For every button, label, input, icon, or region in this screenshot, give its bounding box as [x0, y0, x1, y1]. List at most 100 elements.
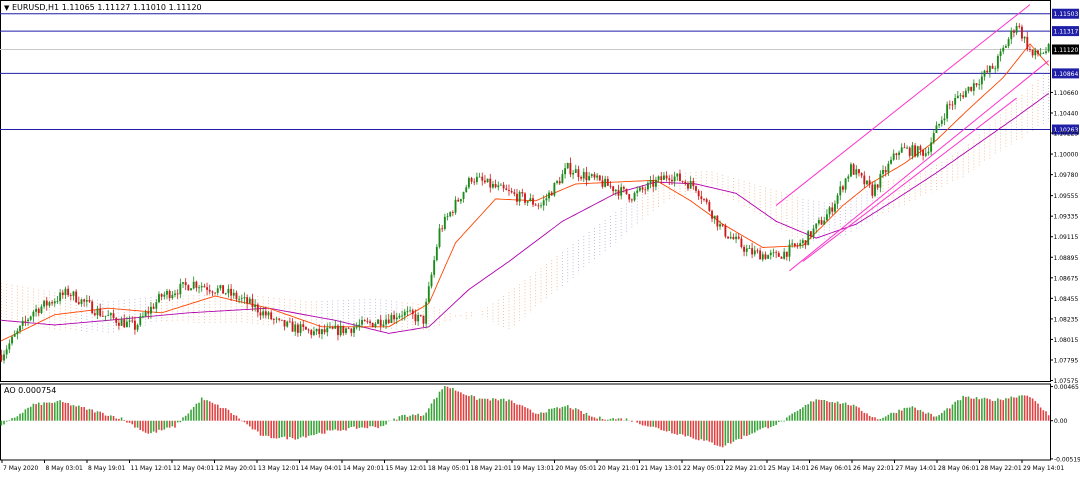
x-tick-label: 7 May 2020: [3, 465, 38, 472]
collapse-arrow-icon[interactable]: ▼: [4, 4, 10, 12]
candle-body: [505, 188, 508, 191]
candle-body: [72, 291, 75, 296]
candle-body: [131, 320, 134, 322]
x-tick-label: 25 May 14:01: [768, 465, 809, 472]
candle-body: [1047, 44, 1050, 52]
candle-body: [815, 223, 818, 229]
x-tick-label: 28 May 22:01: [981, 465, 1022, 472]
candle-body: [342, 325, 345, 334]
x-tick-label: 18 May 05:01: [428, 465, 469, 472]
y-tick-label: 1.09780: [1054, 172, 1079, 179]
candle-body: [80, 299, 83, 304]
candle-body: [767, 255, 770, 259]
candle-body: [393, 314, 396, 320]
candle-body: [120, 319, 123, 326]
candle-body: [419, 314, 422, 316]
candle-body: [40, 306, 43, 314]
candle-body: [943, 118, 946, 121]
candle-body: [534, 204, 537, 206]
candle-body: [449, 212, 452, 217]
candle-body: [812, 228, 815, 237]
candle-body: [323, 329, 326, 333]
y-tick-label: 1.07575: [1054, 378, 1079, 385]
trend-channel-line[interactable]: [789, 60, 1049, 272]
candle-body: [948, 104, 951, 106]
trend-channel-line[interactable]: [775, 4, 1031, 206]
candle-body: [823, 220, 826, 225]
candle-body: [673, 176, 676, 182]
candle-body: [483, 180, 486, 183]
candle-body: [187, 285, 190, 291]
candle-body: [16, 330, 19, 335]
candle-body: [248, 298, 251, 304]
trend-channel-line[interactable]: [802, 97, 1017, 262]
x-tick-label: 19 May 13:01: [513, 465, 554, 472]
candle-body: [582, 172, 585, 179]
candle-body: [272, 319, 275, 320]
candle-body: [745, 248, 748, 252]
candle-body: [962, 95, 965, 98]
x-tick-label: 12 May 20:01: [216, 465, 257, 472]
candle-body: [513, 192, 516, 194]
ma-slow-line[interactable]: [1, 93, 1049, 334]
candle-body: [689, 180, 692, 189]
candle-body: [403, 311, 406, 316]
candle-body: [1002, 47, 1005, 52]
candle-body: [222, 285, 225, 294]
x-tick-label: 12 May 04:01: [173, 465, 214, 472]
candle-body: [312, 331, 315, 335]
candle-body: [574, 169, 577, 173]
candle-body: [922, 150, 925, 156]
candle-body: [649, 180, 652, 183]
candle-body: [601, 180, 604, 187]
candle-body: [940, 120, 943, 124]
candle-body: [302, 324, 305, 327]
candle-body: [77, 302, 80, 304]
candle-body: [700, 196, 703, 200]
candle-body: [465, 187, 468, 193]
candle-body: [687, 183, 689, 189]
candle-body: [831, 207, 834, 212]
candle-body: [296, 324, 299, 333]
candle-body: [510, 190, 513, 193]
candle-body: [85, 300, 88, 302]
candle-body: [671, 179, 673, 182]
candle-body: [5, 349, 8, 355]
y-tick-label: 1.10263: [1054, 127, 1079, 134]
x-tick-label: 8 May 19:01: [88, 465, 126, 472]
candle-body: [497, 185, 500, 188]
candle-body: [69, 295, 72, 296]
candle-body: [443, 216, 446, 229]
candle-body: [142, 316, 144, 318]
candle-body: [152, 306, 155, 309]
candle-body: [657, 176, 660, 180]
candle-body: [980, 76, 983, 85]
candle-body: [350, 328, 353, 333]
candle-body: [935, 125, 938, 134]
candle-body: [270, 312, 273, 320]
ao-pane-frame: [0, 383, 1051, 461]
candle-body: [502, 184, 505, 189]
candle-body: [1004, 46, 1007, 48]
candle-body: [254, 304, 257, 308]
candle-body: [518, 192, 521, 202]
candle-body: [550, 192, 553, 196]
candle-body: [911, 145, 914, 156]
candle-body: [112, 313, 115, 319]
candle-body: [190, 288, 192, 291]
candle-body: [361, 320, 363, 325]
candle-body: [262, 311, 265, 316]
candle-body: [182, 282, 184, 284]
candle-body: [457, 199, 460, 202]
candle-body: [475, 176, 478, 182]
x-tick-label: 22 May 05:01: [683, 465, 724, 472]
y-tick-label: 1.08455: [1054, 296, 1079, 303]
candle-body: [176, 293, 179, 295]
candle-body: [179, 283, 182, 295]
candle-body: [705, 199, 708, 203]
candle-body: [219, 285, 222, 289]
candle-body: [842, 186, 844, 190]
candle-body: [109, 313, 112, 316]
